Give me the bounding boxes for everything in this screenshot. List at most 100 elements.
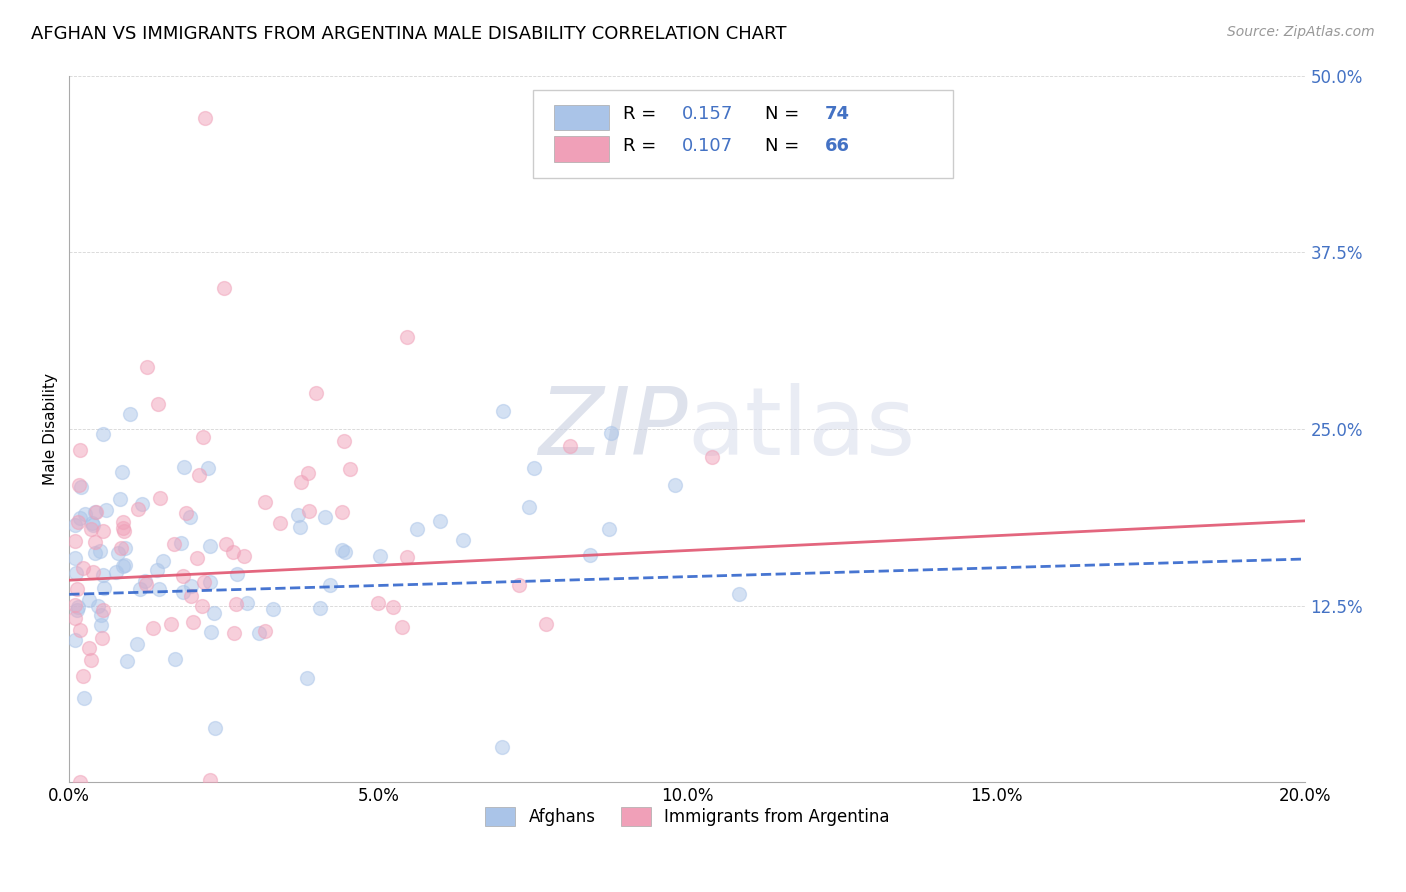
Point [598, 523, 620, 537]
Point [314, 510, 336, 524]
Point [145, 563, 167, 577]
Point [82, 517, 104, 532]
Point [108, 492, 131, 507]
Point [224, 626, 246, 640]
Point [253, 495, 276, 509]
Point [180, 589, 202, 603]
Point [254, 624, 277, 638]
Y-axis label: Male Disability: Male Disability [44, 373, 58, 485]
Point [94, 502, 117, 516]
Point [110, 541, 132, 556]
Point [87, 599, 110, 614]
Point [69, 623, 91, 637]
Point [148, 582, 170, 596]
Point [262, 602, 284, 616]
FancyBboxPatch shape [533, 90, 953, 178]
Point [65, 534, 87, 549]
Point [491, 739, 513, 754]
Point [136, 360, 159, 375]
Point [396, 330, 419, 344]
Point [186, 550, 208, 565]
Point [91, 568, 114, 582]
Point [181, 615, 204, 629]
Point [534, 616, 557, 631]
Point [170, 535, 193, 549]
Point [131, 497, 153, 511]
Point [236, 596, 259, 610]
Point [330, 543, 353, 558]
Point [77, 641, 100, 656]
Point [190, 599, 212, 614]
Point [290, 475, 312, 490]
Text: 66: 66 [824, 137, 849, 155]
Point [75, 507, 97, 521]
Point [80, 653, 103, 667]
Point [187, 467, 209, 482]
Point [215, 536, 238, 550]
Point [305, 385, 328, 400]
Point [225, 597, 247, 611]
Point [295, 671, 318, 685]
Point [89, 544, 111, 558]
Text: 0.107: 0.107 [682, 137, 734, 155]
Text: Source: ZipAtlas.com: Source: ZipAtlas.com [1227, 25, 1375, 39]
Point [90, 608, 112, 623]
Point [91, 631, 114, 645]
Point [127, 637, 149, 651]
Text: 0.157: 0.157 [682, 105, 734, 123]
Point [65, 566, 87, 580]
Point [382, 599, 405, 614]
Point [319, 578, 342, 592]
Point [93, 427, 115, 442]
Point [160, 617, 183, 632]
Text: N =: N = [765, 105, 806, 123]
FancyBboxPatch shape [554, 136, 609, 161]
Point [163, 537, 186, 551]
Point [163, 652, 186, 666]
Point [84, 505, 107, 519]
Point [118, 407, 141, 421]
Point [115, 654, 138, 668]
Text: ZIP: ZIP [537, 384, 688, 475]
Text: N =: N = [765, 137, 806, 155]
Point [70, 480, 93, 494]
Point [287, 508, 309, 523]
Point [700, 450, 723, 465]
Point [142, 622, 165, 636]
Point [84, 506, 107, 520]
Point [107, 546, 129, 560]
Point [451, 533, 474, 547]
Point [112, 516, 135, 530]
Point [226, 567, 249, 582]
Point [83, 535, 105, 549]
Point [114, 558, 136, 573]
Point [212, 280, 235, 294]
Point [429, 514, 451, 528]
Point [173, 460, 195, 475]
Point [198, 539, 221, 553]
Point [112, 524, 135, 538]
Point [65, 550, 87, 565]
Point [72, 669, 94, 683]
Point [391, 619, 413, 633]
Point [200, 574, 222, 589]
Point [65, 518, 87, 533]
Point [367, 596, 389, 610]
Text: R =: R = [623, 105, 662, 123]
FancyBboxPatch shape [554, 104, 609, 130]
Point [508, 578, 530, 592]
Point [558, 439, 581, 453]
Point [180, 579, 202, 593]
Point [523, 461, 546, 475]
Point [80, 522, 103, 536]
Point [298, 503, 321, 517]
Text: R =: R = [623, 137, 662, 155]
Point [84, 546, 107, 560]
Point [65, 599, 87, 613]
Point [174, 506, 197, 520]
Point [249, 626, 271, 640]
Text: atlas: atlas [688, 383, 915, 475]
Point [93, 581, 115, 595]
Point [232, 549, 254, 563]
Point [65, 611, 87, 625]
